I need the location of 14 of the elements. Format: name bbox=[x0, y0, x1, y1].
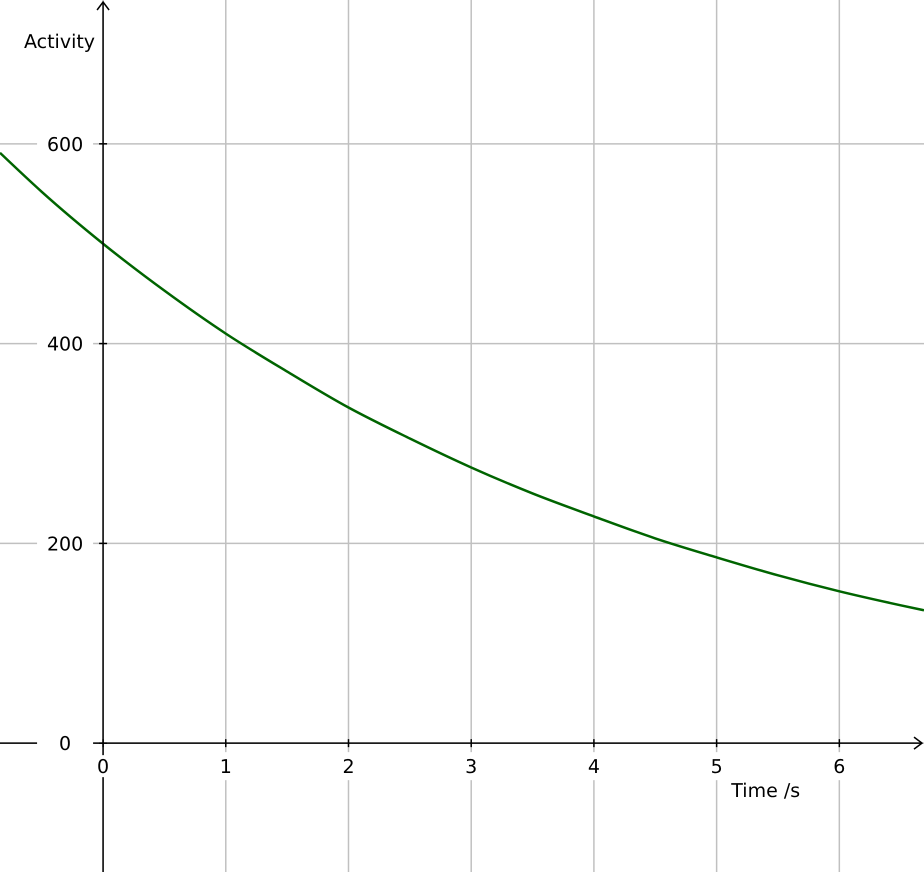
line-series bbox=[0, 152, 924, 612]
x-tick-label: 2 bbox=[342, 756, 355, 778]
y-tick-label: 0 bbox=[59, 733, 72, 756]
x-axis-title: Time /s bbox=[730, 780, 800, 802]
x-tick-label: 4 bbox=[588, 756, 600, 778]
x-tick-label: 6 bbox=[833, 756, 846, 778]
y-tick-label: 600 bbox=[46, 134, 84, 156]
x-tick-label: 3 bbox=[465, 756, 478, 778]
x-tick-label: 5 bbox=[710, 756, 723, 778]
y-tick-label: 200 bbox=[46, 533, 84, 556]
y-tick-label: 400 bbox=[46, 334, 84, 356]
y-axis-title: Activity bbox=[24, 31, 96, 53]
x-tick-label: 1 bbox=[220, 756, 232, 778]
x-tick-label: 0 bbox=[97, 756, 110, 778]
